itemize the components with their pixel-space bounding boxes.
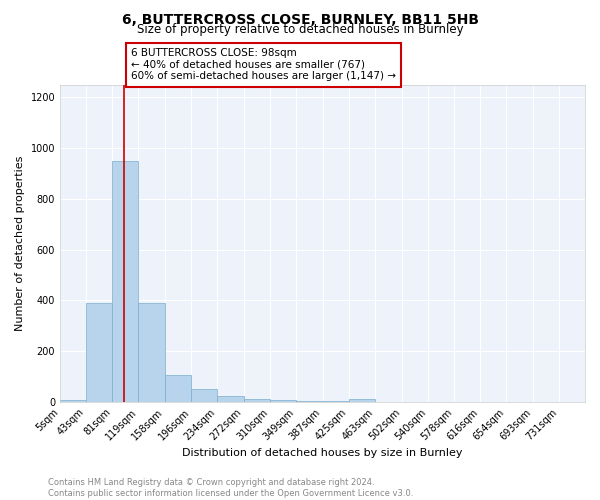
Bar <box>165 376 191 402</box>
Bar <box>112 161 139 402</box>
Text: 6, BUTTERCROSS CLOSE, BURNLEY, BB11 5HB: 6, BUTTERCROSS CLOSE, BURNLEY, BB11 5HB <box>121 12 479 26</box>
X-axis label: Distribution of detached houses by size in Burnley: Distribution of detached houses by size … <box>182 448 463 458</box>
Bar <box>349 399 375 402</box>
Text: 6 BUTTERCROSS CLOSE: 98sqm
← 40% of detached houses are smaller (767)
60% of sem: 6 BUTTERCROSS CLOSE: 98sqm ← 40% of deta… <box>131 48 396 82</box>
Bar <box>269 400 296 402</box>
Bar <box>191 390 217 402</box>
Y-axis label: Number of detached properties: Number of detached properties <box>15 156 25 331</box>
Bar <box>296 401 323 402</box>
Text: Contains HM Land Registry data © Crown copyright and database right 2024.
Contai: Contains HM Land Registry data © Crown c… <box>48 478 413 498</box>
Bar <box>60 400 86 402</box>
Bar <box>86 303 112 402</box>
Bar <box>217 396 244 402</box>
Bar <box>139 303 165 402</box>
Text: Size of property relative to detached houses in Burnley: Size of property relative to detached ho… <box>137 22 463 36</box>
Bar <box>244 399 269 402</box>
